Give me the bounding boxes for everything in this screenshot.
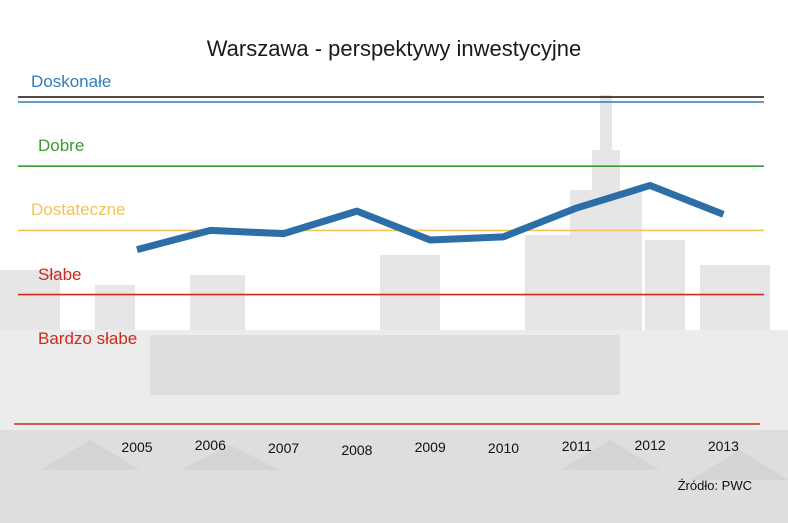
x-tick-label: 2012 xyxy=(635,437,666,453)
x-tick-label: 2009 xyxy=(415,439,446,455)
x-tick-label: 2011 xyxy=(562,438,592,454)
level-label: Doskonałe xyxy=(31,72,112,91)
x-tick-label: 2006 xyxy=(195,437,226,453)
x-tick-label: 2007 xyxy=(268,440,299,456)
x-tick-label: 2005 xyxy=(121,439,152,455)
x-tick-label: 2008 xyxy=(341,442,372,458)
level-label: Dostateczne xyxy=(31,200,126,220)
x-tick-label: 2010 xyxy=(488,440,519,456)
level-label: Dobre xyxy=(38,136,85,156)
level-label: Bardzo słabe xyxy=(38,328,138,348)
level-label: Słabe xyxy=(38,264,82,284)
chart-title: Warszawa - perspektywy inwestycyjne xyxy=(206,36,582,61)
source-note: Źródło: PWC xyxy=(677,478,752,493)
x-tick-label: 2013 xyxy=(708,438,739,454)
